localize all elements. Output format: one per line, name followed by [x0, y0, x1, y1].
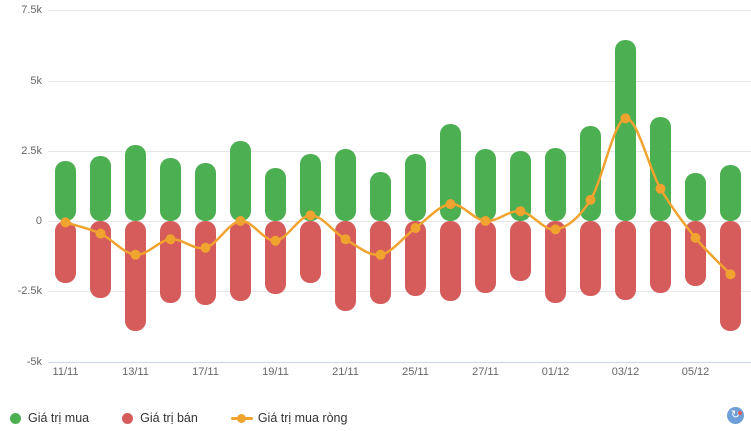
y-axis-label: -2.5k	[17, 285, 42, 298]
refresh-icon[interactable]: ↻	[727, 407, 744, 424]
net-value-marker[interactable]	[550, 224, 561, 235]
legend-label-buy: Giá trị mua	[28, 411, 90, 425]
x-axis-label: 11/11	[52, 366, 79, 378]
x-axis-label: 13/11	[122, 366, 149, 378]
buy-bar[interactable]	[545, 147, 566, 221]
net-value-marker[interactable]	[375, 249, 386, 260]
x-axis-label: 03/12	[611, 366, 640, 378]
y-gridline	[48, 150, 751, 152]
buy-bar[interactable]	[405, 153, 426, 221]
buy-bar[interactable]	[230, 140, 251, 221]
buy-bar[interactable]	[125, 145, 146, 221]
net-value-marker[interactable]	[165, 234, 176, 245]
net-value-marker[interactable]	[410, 223, 421, 233]
net-value-marker[interactable]	[620, 113, 631, 124]
net-value-marker[interactable]	[305, 210, 316, 221]
x-axis-label: 27/11	[472, 366, 499, 378]
y-gridline	[48, 291, 751, 293]
buy-bar[interactable]	[650, 117, 671, 221]
buy-bar[interactable]	[55, 160, 76, 221]
x-axis-label: 01/12	[541, 366, 570, 378]
net-value-marker[interactable]	[200, 242, 211, 253]
sell-bar[interactable]	[265, 221, 286, 295]
buy-bar[interactable]	[720, 164, 741, 221]
buy-bar[interactable]	[580, 125, 601, 221]
net-value-marker[interactable]	[130, 249, 141, 260]
buy-bar[interactable]	[615, 39, 636, 221]
sell-bar[interactable]	[615, 221, 636, 300]
x-axis-label: 17/11	[192, 366, 219, 378]
legend-item-buy[interactable]: Giá trị mua	[10, 411, 89, 425]
net-value-marker[interactable]	[515, 206, 526, 217]
sell-bar[interactable]	[685, 221, 706, 286]
sell-bar[interactable]	[195, 221, 216, 306]
legend-label-sell: Giá trị bán	[140, 411, 198, 425]
sell-bar[interactable]	[475, 221, 496, 293]
net-value-marker[interactable]	[340, 234, 351, 245]
buy-bar[interactable]	[90, 156, 111, 221]
buy-bar[interactable]	[265, 167, 286, 221]
sell-bar[interactable]	[300, 221, 321, 283]
net-value-marker[interactable]	[235, 216, 246, 226]
sell-bar[interactable]	[125, 221, 146, 331]
sell-bar[interactable]	[160, 221, 181, 303]
x-axis-label: 19/11	[262, 366, 289, 378]
net-value-marker[interactable]	[270, 235, 281, 246]
x-axis-line	[48, 361, 751, 363]
buy-bar[interactable]	[160, 157, 181, 221]
net-value-marker[interactable]	[725, 269, 736, 280]
y-axis-label: 2.5k	[21, 144, 42, 157]
sell-bar[interactable]	[370, 221, 391, 304]
sell-bar[interactable]	[580, 221, 601, 296]
refresh-glyph: ↻	[730, 409, 741, 421]
buy-bar[interactable]	[335, 149, 356, 221]
refresh-accent-dot	[738, 411, 742, 415]
sell-bar[interactable]	[55, 221, 76, 283]
net-value-marker[interactable]	[445, 199, 456, 210]
buy-bar[interactable]	[685, 173, 706, 221]
x-axis-label: 25/11	[402, 366, 429, 378]
x-axis-label: 05/12	[681, 366, 710, 378]
y-axis-label: 0	[35, 215, 42, 227]
net-series-line-icon	[230, 413, 253, 424]
legend-item-sell[interactable]: Giá trị bán	[122, 411, 198, 425]
y-gridline	[48, 221, 751, 222]
chart-legend: Giá trị mua Giá trị bán Giá trị mua ròng	[10, 406, 347, 430]
sell-bar[interactable]	[230, 221, 251, 302]
sell-series-dot-icon	[122, 412, 134, 424]
net-value-marker[interactable]	[480, 216, 491, 226]
y-gridline	[48, 80, 751, 82]
y-axis-label: -5k	[26, 355, 42, 368]
sell-bar[interactable]	[650, 221, 671, 293]
legend-item-net[interactable]: Giá trị mua ròng	[230, 411, 348, 425]
y-axis-label: 7.5k	[21, 4, 42, 17]
net-value-marker[interactable]	[60, 217, 71, 228]
buy-bar[interactable]	[195, 163, 216, 221]
net-value-marker[interactable]	[655, 183, 666, 194]
x-axis-label: 21/11	[332, 366, 359, 378]
y-axis-label: 5k	[30, 74, 42, 87]
sell-bar[interactable]	[440, 221, 461, 302]
sell-bar[interactable]	[510, 221, 531, 282]
buy-bar[interactable]	[475, 149, 496, 221]
legend-label-net: Giá trị mua ròng	[257, 411, 348, 425]
net-value-marker[interactable]	[690, 232, 701, 243]
y-gridline	[48, 10, 751, 12]
buy-bar[interactable]	[370, 171, 391, 221]
net-value-marker[interactable]	[585, 194, 596, 205]
buy-series-dot-icon	[10, 412, 21, 424]
net-value-marker[interactable]	[95, 228, 106, 239]
